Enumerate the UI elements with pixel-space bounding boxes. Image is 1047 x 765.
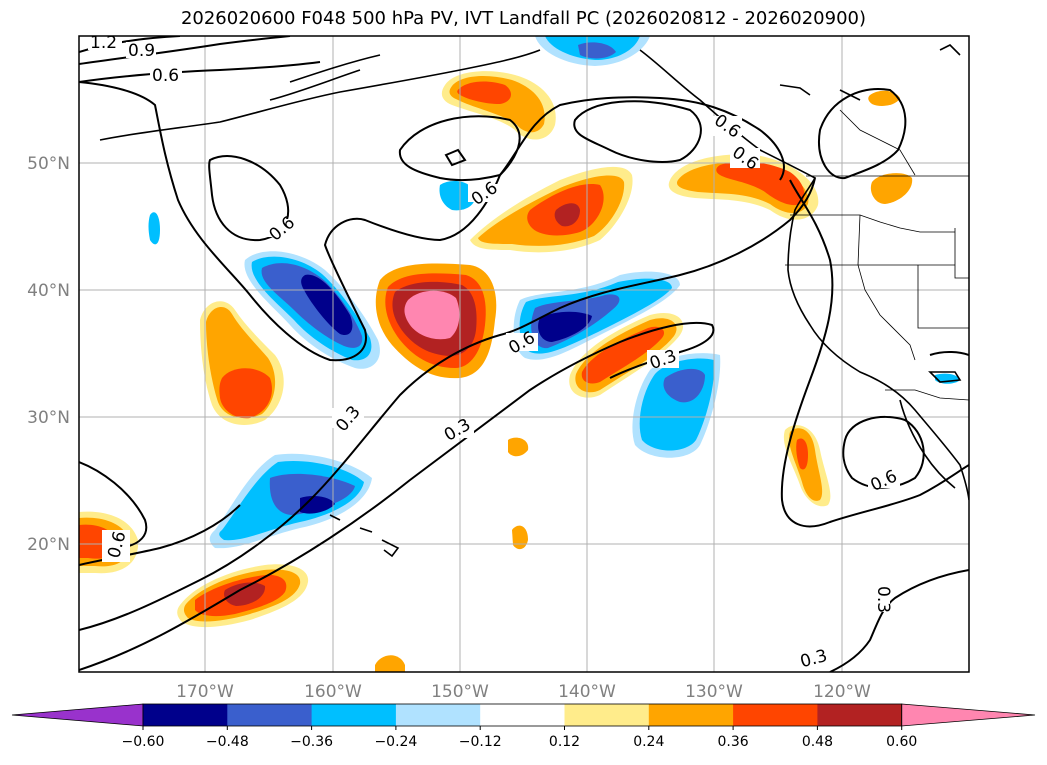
colorbar-outline — [142, 703, 903, 727]
pv-blob-positive — [224, 582, 266, 606]
pv-contour-0.6 — [780, 179, 969, 528]
longitude-labels: 170°W 160°W 150°W 140°W 130°W 120°W — [176, 682, 871, 702]
pv-blob-negative — [538, 311, 592, 342]
colorbar-swatch — [648, 704, 734, 726]
pv-contour-0.6 — [79, 61, 321, 83]
colorbar-tick-label: 0.12 — [549, 734, 580, 750]
colorbar-tick-label: 0.48 — [802, 734, 833, 750]
colorbar-tick-label: 0.24 — [633, 734, 664, 750]
colorbar-swatch — [143, 704, 228, 726]
lat-label: 20°N — [27, 535, 70, 555]
colorbar-tick-label: −0.12 — [459, 734, 502, 750]
pv-contours — [79, 36, 969, 672]
state-border — [917, 265, 969, 329]
state-border — [954, 228, 969, 279]
colorbar-extend-max — [901, 703, 1036, 727]
lon-label: 140°W — [558, 682, 616, 702]
pv-blob-negative — [269, 473, 355, 516]
pv-contour-0.6 — [79, 81, 785, 362]
map-frame — [78, 35, 970, 673]
latitude-labels: 50°N 40°N 30°N 20°N — [27, 154, 70, 555]
pv-contour-1.2 — [79, 36, 181, 53]
state-border — [857, 214, 916, 361]
colorbar-swatch — [733, 704, 818, 726]
colorbar-swatch — [311, 704, 397, 726]
pv-contour-0.6 — [398, 115, 521, 182]
pv-contour-0.9 — [79, 36, 291, 65]
colorbar-tick-label: −0.48 — [206, 734, 249, 750]
pv-contour-0.6 — [818, 88, 907, 180]
map-title: 2026020600 F048 500 hPa PV, IVT Landfall… — [180, 8, 867, 29]
colorbar-tick-label: −0.36 — [290, 734, 333, 750]
pv-contour-0.6 — [79, 461, 148, 549]
colorbar-tick-label: 0.60 — [886, 734, 917, 750]
pv-contour-0.3 — [79, 177, 816, 631]
pv-contour-0.6 — [79, 504, 241, 566]
pv-blob-positive — [868, 90, 900, 106]
lat-label: 40°N — [27, 281, 70, 301]
pv-contour-0.3 — [829, 569, 969, 672]
map-gridlines — [79, 36, 969, 672]
lon-label: 130°W — [685, 682, 743, 702]
colorbar-swatch — [564, 704, 650, 726]
colorbar-tick-label: −0.24 — [374, 734, 417, 750]
us-mexico-border — [885, 389, 969, 401]
pv-blob-negative — [148, 212, 160, 245]
pv-blob-negative — [439, 180, 476, 211]
island-coast — [928, 371, 962, 383]
pv-blob-positive — [457, 81, 512, 104]
contour-label: 1.2 — [90, 33, 117, 53]
contour-label: 0.9 — [128, 41, 155, 61]
pv-blob-positive — [219, 368, 272, 419]
pv-contour-0.6 — [208, 155, 290, 242]
colorbar-tick-label: −0.60 — [122, 734, 165, 750]
hudson-coast — [939, 44, 961, 56]
pv-blob-positive — [796, 438, 808, 470]
lon-label: 150°W — [431, 682, 489, 702]
colorbar-swatch — [227, 704, 313, 726]
contour-label: 0.6 — [152, 66, 179, 86]
aleutian-coast — [99, 49, 541, 141]
pv-contour-0.6 — [444, 148, 467, 167]
pv-blob-positive — [404, 290, 460, 340]
contour-label: 0.3 — [873, 586, 893, 613]
pv-contour-0.6 — [842, 415, 925, 489]
pv-blob-negative — [663, 368, 705, 403]
pv-shading — [79, 36, 960, 672]
bc-alberta-border — [839, 109, 916, 176]
pv-blob-positive — [581, 326, 665, 384]
pv-contour-0.3 — [79, 321, 715, 671]
pv-blob-positive — [870, 173, 913, 204]
colorbar-swatch — [817, 704, 903, 726]
pv-contour-0.6 — [929, 351, 969, 356]
colorbar-extend-min — [11, 703, 144, 727]
lat-label: 30°N — [27, 408, 70, 428]
pv-blob-positive — [375, 655, 405, 672]
lon-label: 170°W — [176, 682, 234, 702]
lon-label: 120°W — [813, 682, 871, 702]
pv-blob-positive — [716, 161, 805, 206]
pv-blob-positive — [554, 203, 580, 227]
hawaii-coast — [329, 514, 400, 558]
colorbar-swatch — [480, 704, 565, 726]
alaska-coast — [269, 54, 381, 101]
colorbar: −0.60 −0.48 −0.36 −0.24 −0.12 0.12 0.24 0.36 0.4… — [11, 703, 1036, 750]
pv-contour-0.6 — [573, 100, 702, 163]
lat-label: 50°N — [27, 154, 70, 174]
state-border — [790, 214, 955, 233]
colorbar-swatch — [395, 704, 481, 726]
pv-blob-positive — [508, 437, 529, 457]
pv-blob-positive — [512, 525, 528, 550]
lon-label: 160°W — [304, 682, 362, 702]
colorbar-tick-label: 0.36 — [718, 734, 749, 750]
